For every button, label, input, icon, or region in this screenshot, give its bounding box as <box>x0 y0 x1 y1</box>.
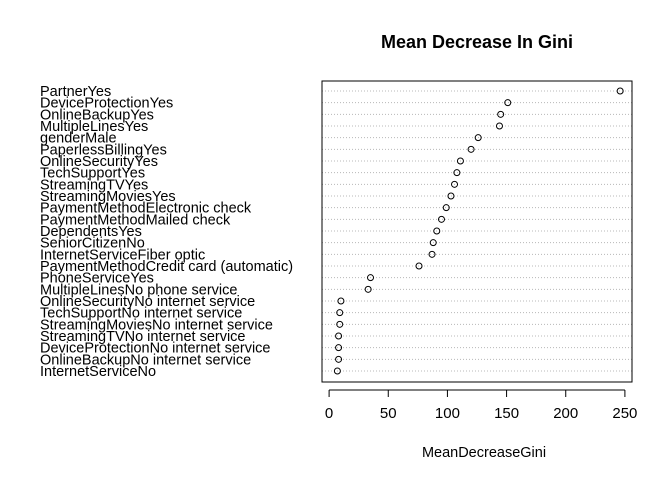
category-label: TechSupportNo internet service <box>40 306 242 322</box>
chart-title: Mean Decrease In Gini <box>381 32 573 52</box>
category-label: DeviceProtectionYes <box>40 96 173 112</box>
data-point <box>451 180 459 188</box>
data-point <box>456 157 464 165</box>
data-point <box>367 274 375 282</box>
category-label: PaymentMethodMailed check <box>40 212 231 228</box>
data-point <box>447 192 455 200</box>
plot-frame <box>321 80 633 383</box>
category-label: OnlineBackupYes <box>40 107 154 123</box>
x-tick-label: 100 <box>435 405 460 422</box>
category-label: PaperlessBillingYes <box>40 142 167 158</box>
category-label: DependentsYes <box>40 224 142 240</box>
data-point <box>495 122 503 130</box>
data-point <box>474 134 482 142</box>
data-point <box>428 250 436 258</box>
data-point <box>497 110 505 118</box>
x-tick-label: 150 <box>494 405 519 422</box>
data-point <box>336 309 344 317</box>
category-label: MultipleLinesYes <box>40 119 148 135</box>
data-point <box>364 285 372 293</box>
data-point <box>453 169 461 177</box>
category-label: PaymentMethodCredit card (automatic) <box>40 259 293 275</box>
data-point <box>442 204 450 212</box>
category-label: OnlineSecurityYes <box>40 154 158 170</box>
category-label: StreamingMoviesNo internet service <box>40 317 273 333</box>
category-label: OnlineBackupNo internet service <box>40 352 251 368</box>
data-point <box>616 87 624 95</box>
data-point <box>467 145 475 153</box>
x-axis-label: MeanDecreaseGini <box>422 445 546 461</box>
data-point <box>336 320 344 328</box>
category-label: SeniorCitizenNo <box>40 236 145 252</box>
data-point <box>333 367 341 375</box>
category-label: MultipleLinesNo phone service <box>40 282 237 298</box>
data-point <box>335 344 343 352</box>
data-points <box>333 87 624 375</box>
category-label: PhoneServiceYes <box>40 271 154 287</box>
data-point <box>504 99 512 107</box>
data-point <box>429 239 437 247</box>
category-label: genderMale <box>40 131 117 147</box>
data-point <box>335 332 343 340</box>
x-tick-label: 0 <box>325 405 333 422</box>
category-label: StreamingTVNo internet service <box>40 329 246 345</box>
x-axis: 0 50 100 150 200 250 <box>325 389 637 422</box>
data-point <box>438 215 446 223</box>
category-label: InternetServiceNo <box>40 364 156 380</box>
category-label: TechSupportYes <box>40 166 145 182</box>
x-tick-label: 50 <box>380 405 397 422</box>
data-point <box>433 227 441 235</box>
data-point <box>415 262 423 270</box>
category-labels: PartnerYesDeviceProtectionYesOnlineBacku… <box>40 84 293 380</box>
category-label: StreamingMoviesYes <box>40 189 176 205</box>
category-label: PartnerYes <box>40 84 111 100</box>
data-point <box>337 297 345 305</box>
grid-lines <box>322 90 632 372</box>
x-tick-label: 200 <box>553 405 578 422</box>
category-label: DeviceProtectionNo internet service <box>40 341 271 357</box>
category-label: InternetServiceFiber optic <box>40 247 205 263</box>
data-point <box>335 355 343 363</box>
category-label: PaymentMethodElectronic check <box>40 201 252 217</box>
category-label: StreamingTVYes <box>40 177 148 193</box>
x-tick-label: 250 <box>612 405 637 422</box>
category-label: OnlineSecurityNo internet service <box>40 294 255 310</box>
